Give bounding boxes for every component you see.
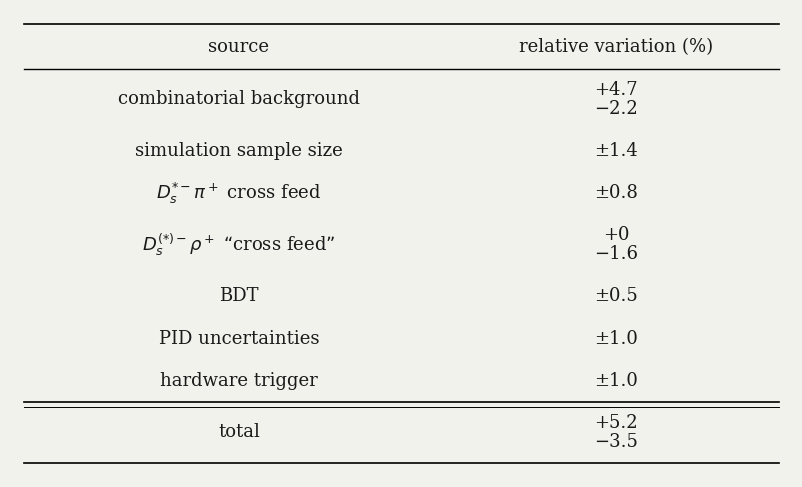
Text: +5.2: +5.2 <box>593 414 638 431</box>
Text: relative variation (%): relative variation (%) <box>519 37 712 56</box>
Text: PID uncertainties: PID uncertainties <box>159 330 318 348</box>
Text: hardware trigger: hardware trigger <box>160 372 318 390</box>
Text: source: source <box>209 37 269 56</box>
Text: −3.5: −3.5 <box>593 433 638 451</box>
Text: simulation sample size: simulation sample size <box>135 142 342 160</box>
Text: −1.6: −1.6 <box>593 245 638 263</box>
Text: −2.2: −2.2 <box>593 100 638 118</box>
Text: ±1.0: ±1.0 <box>593 372 638 390</box>
Text: total: total <box>217 424 260 441</box>
Text: BDT: BDT <box>219 287 258 305</box>
Text: ±1.4: ±1.4 <box>593 142 638 160</box>
Text: ±1.0: ±1.0 <box>593 330 638 348</box>
Text: ±0.8: ±0.8 <box>593 184 638 202</box>
Text: combinatorial background: combinatorial background <box>118 90 359 108</box>
Text: +4.7: +4.7 <box>593 80 638 98</box>
Text: +0: +0 <box>602 226 629 244</box>
Text: $D_s^{(*)-}\rho^+$ “cross feed”: $D_s^{(*)-}\rho^+$ “cross feed” <box>142 231 335 258</box>
Text: ±0.5: ±0.5 <box>593 287 638 305</box>
Text: $D_s^{*-}\pi^+$ cross feed: $D_s^{*-}\pi^+$ cross feed <box>156 181 321 206</box>
